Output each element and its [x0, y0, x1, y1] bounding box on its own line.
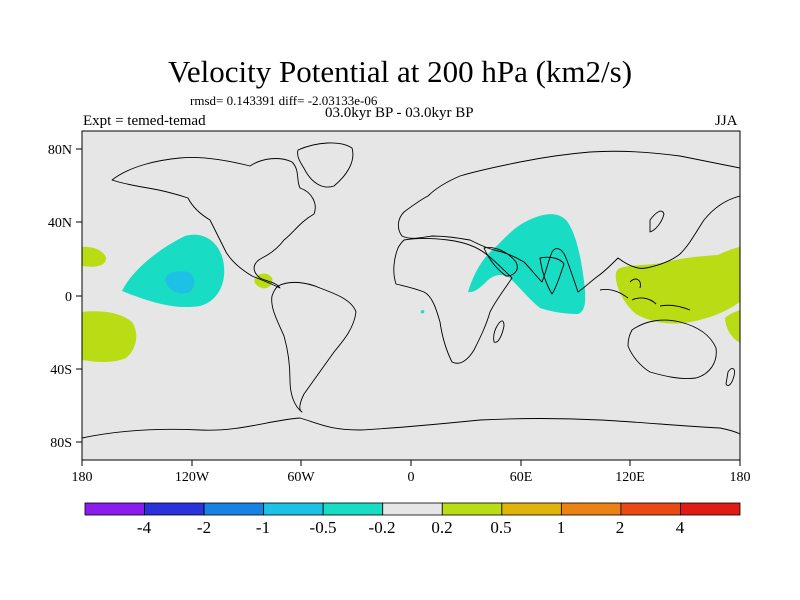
period-text: 03.0kyr BP - 03.0kyr BP — [325, 105, 474, 121]
lon-label-180w: 180 — [72, 470, 93, 485]
season-label: JJA — [715, 113, 738, 129]
colorbar-swatch — [382, 502, 443, 516]
colorbar-label: 1 — [556, 518, 566, 537]
north-pacific-positive-anomaly — [82, 246, 106, 267]
pacific-core-anomaly — [165, 271, 195, 294]
colorbar-swatch — [620, 502, 681, 516]
north-america-coast — [111, 157, 316, 289]
colorbar-label: -0.5 — [309, 518, 337, 537]
lon-label-120w: 120W — [175, 470, 210, 485]
colorbar-label: 2 — [615, 518, 625, 537]
coastlines — [82, 142, 740, 439]
small-atlantic-anomaly-dot — [420, 309, 425, 314]
east-maritime-positive-anomaly-patch — [725, 310, 740, 343]
plot-title: Velocity Potential at 200 hPa (km2/s) — [167, 54, 633, 89]
colorbar-swatch — [501, 502, 562, 516]
south-america-coast — [271, 281, 357, 413]
new-zealand-coast — [725, 368, 735, 387]
greenland-coast — [297, 142, 354, 188]
colorbar-label: 0.2 — [431, 518, 453, 537]
colorbar-swatch — [144, 502, 205, 516]
eurasia-coast — [397, 150, 740, 293]
arabia-coast — [483, 247, 518, 277]
colorbar-label: -2 — [196, 518, 212, 537]
colorbar-swatch — [84, 502, 145, 516]
lat-label-40n: 40N — [48, 216, 72, 231]
madagascar-coast — [493, 320, 505, 343]
colorbar-swatch — [263, 502, 324, 516]
africa-coast — [393, 238, 513, 364]
longitude-axis — [81, 460, 741, 466]
lon-label-0: 0 — [408, 470, 415, 485]
antarctica-coast — [82, 417, 740, 439]
colorbar-label: 0.5 — [490, 518, 512, 537]
colorbar-label: -0.2 — [368, 518, 396, 537]
colorbar-swatch — [322, 502, 384, 516]
lat-label-0: 0 — [65, 290, 72, 305]
colorbar-swatch — [560, 502, 622, 516]
colorbar-label: -1 — [255, 518, 271, 537]
lon-label-60w: 60W — [287, 470, 315, 485]
rmsd-diff-text: rmsd= 0.143391 diff= -2.03133e-06 — [190, 93, 378, 108]
japan-coast — [649, 210, 665, 233]
lat-label-80n: 80N — [48, 143, 72, 158]
lat-label-40s: 40S — [50, 363, 72, 378]
indian-ocean-negative-anomaly — [468, 214, 586, 314]
lon-label-60e: 60E — [510, 470, 533, 485]
colorbar-swatch — [203, 502, 265, 516]
latitude-axis — [76, 148, 82, 443]
lat-label-80s: 80S — [50, 436, 72, 451]
colorbar-label: -4 — [136, 518, 152, 537]
experiment-label: Expt = temed-temad — [83, 113, 206, 129]
colorbar-label: 4 — [675, 518, 685, 537]
maritime-continent-positive-anomaly — [615, 246, 740, 324]
colorbar-swatch — [680, 502, 741, 516]
colorbar-swatch — [441, 502, 503, 516]
lon-label-180e: 180 — [730, 470, 751, 485]
southeast-asia-islands — [599, 278, 691, 311]
south-pacific-positive-anomaly — [82, 311, 137, 362]
pacific-negative-anomaly — [122, 234, 225, 308]
colorbar — [84, 502, 741, 516]
australia-coast — [627, 319, 717, 379]
india-coast — [539, 256, 565, 295]
lon-label-120e: 120E — [615, 470, 645, 485]
